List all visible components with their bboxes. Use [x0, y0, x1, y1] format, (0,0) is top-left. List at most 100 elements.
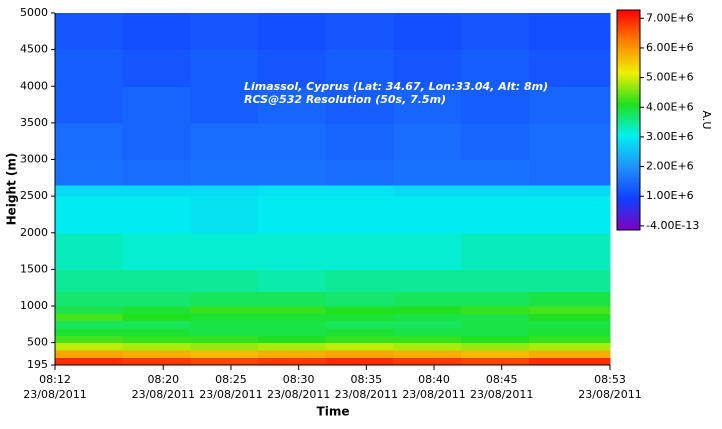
- heatmap-cell: [528, 291, 611, 307]
- heatmap-cell: [393, 291, 462, 307]
- x-tick-label: 08:35: [350, 373, 382, 386]
- heatmap-cell: [325, 306, 394, 314]
- heatmap-cell: [461, 232, 530, 270]
- heatmap-cell: [122, 232, 191, 270]
- y-tick-label: 2500: [20, 189, 48, 202]
- heatmap-cell: [55, 159, 124, 186]
- heatmap-cell: [258, 357, 327, 366]
- heatmap-cell: [325, 328, 394, 336]
- heatmap-cell: [461, 86, 530, 124]
- heatmap-cell: [393, 159, 462, 186]
- heatmap-cell: [55, 49, 124, 87]
- heatmap-cell: [325, 232, 394, 270]
- heatmap-cell: [190, 86, 259, 124]
- heatmap-cell: [122, 306, 191, 314]
- heatmap-cell: [461, 13, 530, 51]
- x-tick-label: 08:25: [215, 373, 247, 386]
- heatmap-cell: [258, 49, 327, 87]
- annotation: RCS@532 Resolution (50s, 7.5m): [244, 93, 446, 106]
- heatmap-cell: [258, 349, 327, 358]
- heatmap: [55, 13, 611, 366]
- heatmap-cell: [55, 122, 124, 161]
- heatmap-cell: [461, 342, 530, 351]
- heatmap-cell: [190, 185, 259, 197]
- heatmap-cell: [258, 86, 327, 124]
- colorbar: [616, 9, 641, 231]
- heatmap-cell: [325, 49, 394, 87]
- heatmap-cell: [528, 13, 611, 51]
- heatmap-cell: [258, 185, 327, 197]
- heatmap-cell: [258, 122, 327, 161]
- heatmap-cell: [528, 122, 611, 161]
- y-tick-label: 4500: [20, 43, 48, 56]
- y-tick-label: 195: [27, 358, 48, 371]
- heatmap-cell: [190, 269, 259, 292]
- x-tick-date: 23/08/2011: [199, 388, 262, 401]
- y-tick-label: 1000: [20, 299, 48, 312]
- heatmap-cell: [325, 185, 394, 197]
- heatmap-cell: [325, 122, 394, 161]
- heatmap-cell: [55, 196, 124, 234]
- heatmap-cell: [258, 159, 327, 186]
- heatmap-cell: [461, 313, 530, 322]
- heatmap-cell: [55, 313, 124, 322]
- heatmap-cell: [122, 328, 191, 336]
- heatmap-cell: [258, 335, 327, 344]
- heatmap-cell: [528, 313, 611, 322]
- heatmap-cell: [190, 232, 259, 270]
- x-axis-label: Time: [317, 405, 350, 419]
- heatmap-cell: [122, 269, 191, 292]
- y-tick-label: 4000: [20, 79, 48, 92]
- heatmap-cell: [393, 342, 462, 351]
- heatmap-cell: [325, 291, 394, 307]
- heatmap-cell: [122, 196, 191, 234]
- x-tick-date: 23/08/2011: [132, 388, 195, 401]
- heatmap-cell: [461, 349, 530, 358]
- heatmap-cell: [55, 328, 124, 336]
- heatmap-cell: [190, 122, 259, 161]
- heatmap-cell: [258, 269, 327, 292]
- heatmap-cell: [325, 159, 394, 186]
- heatmap-cell: [325, 349, 394, 358]
- heatmap-cell: [393, 357, 462, 366]
- heatmap-cell: [55, 357, 124, 366]
- y-tick-label: 2000: [20, 226, 48, 239]
- heatmap-cell: [528, 196, 611, 234]
- heatmap-cell: [190, 328, 259, 336]
- heatmap-cell: [258, 291, 327, 307]
- heatmap-cell: [122, 335, 191, 344]
- heatmap-cell: [325, 86, 394, 124]
- heatmap-cell: [393, 269, 462, 292]
- x-tick-date: 23/08/2011: [402, 388, 465, 401]
- heatmap-cell: [461, 328, 530, 336]
- x-tick-date: 23/08/2011: [267, 388, 330, 401]
- heatmap-cell: [461, 159, 530, 186]
- heatmap-cell: [461, 320, 530, 329]
- heatmap-cell: [258, 232, 327, 270]
- heatmap-cell: [122, 86, 191, 124]
- colorbar-tick-label: 4.00E+6: [646, 100, 694, 113]
- heatmap-cell: [55, 13, 124, 51]
- heatmap-cell: [122, 185, 191, 197]
- heatmap-cell: [393, 232, 462, 270]
- x-tick-date: 23/08/2011: [470, 388, 533, 401]
- heatmap-cell: [461, 291, 530, 307]
- heatmap-cell: [461, 185, 530, 197]
- heatmap-cell: [122, 313, 191, 322]
- heatmap-cell: [528, 335, 611, 344]
- heatmap-cell: [325, 313, 394, 322]
- heatmap-cell: [393, 349, 462, 358]
- colorbar-tick-label: 6.00E+6: [646, 41, 694, 54]
- heatmap-cell: [190, 335, 259, 344]
- heatmap-cell: [528, 328, 611, 336]
- heatmap-cell: [55, 185, 124, 197]
- heatmap-cell: [190, 320, 259, 329]
- heatmap-cell: [528, 342, 611, 351]
- heatmap-cell: [461, 269, 530, 292]
- heatmap-cell: [55, 306, 124, 314]
- annotation: Limassol, Cyprus (Lat: 34.67, Lon:33.04,…: [244, 80, 548, 93]
- heatmap-cell: [190, 306, 259, 314]
- heatmap-cell: [190, 291, 259, 307]
- heatmap-cell: [393, 86, 462, 124]
